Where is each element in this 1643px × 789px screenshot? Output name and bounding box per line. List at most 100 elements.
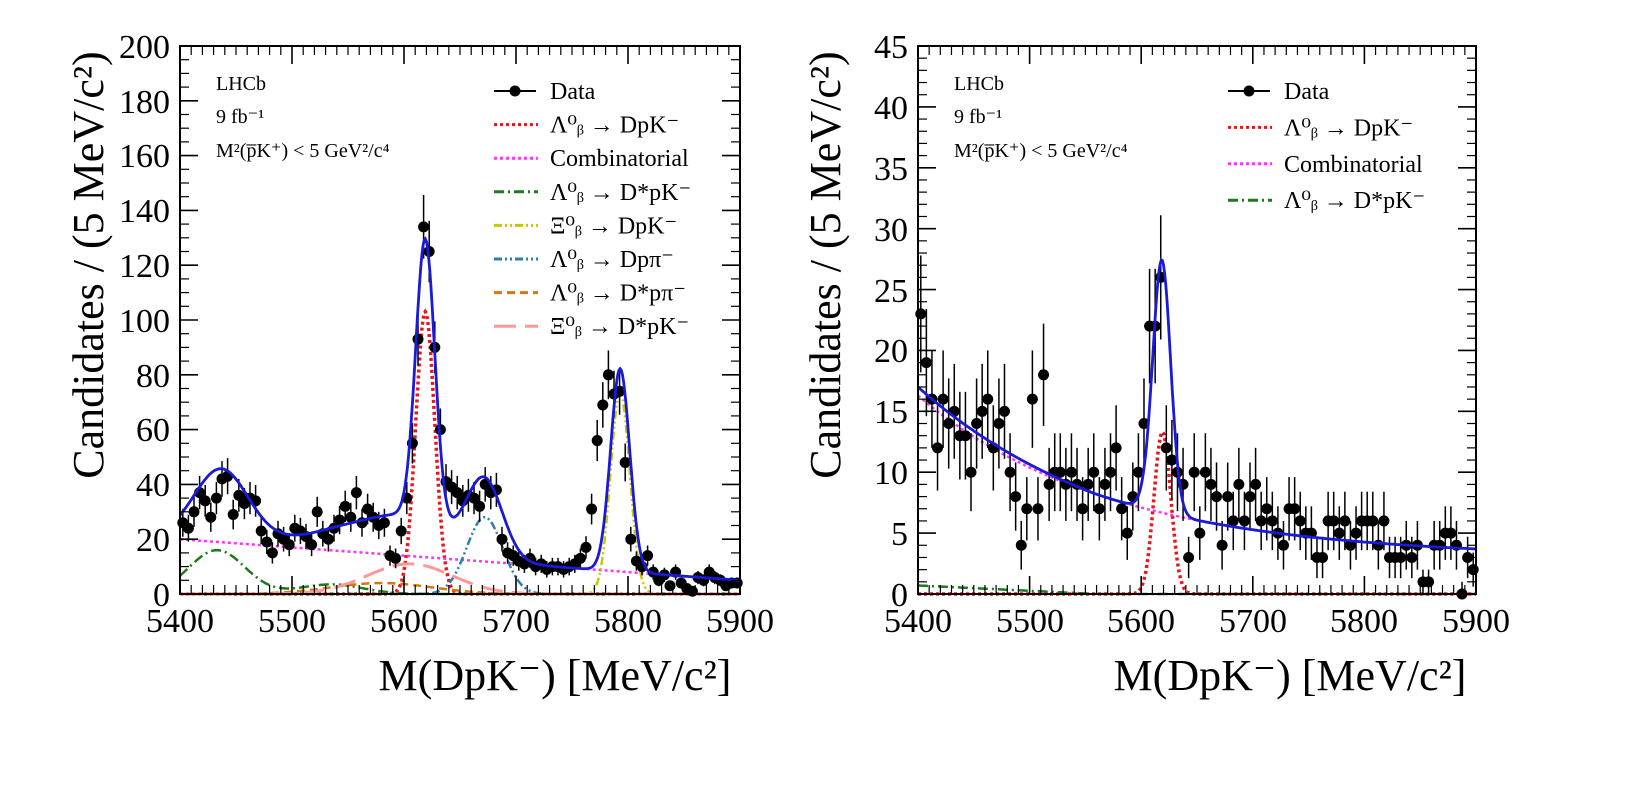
data-point-marker <box>1372 539 1384 551</box>
data-point-marker <box>686 585 698 597</box>
data-point <box>1138 378 1150 469</box>
data-point <box>446 470 458 505</box>
data-point <box>255 517 267 545</box>
data-point <box>586 493 598 525</box>
right-xtick-label: 5900 <box>1442 603 1510 640</box>
left-info-experiment: LHCb <box>216 73 266 95</box>
data-point-marker <box>625 533 637 545</box>
left-ytick-label: 140 <box>119 193 170 230</box>
data-point-marker <box>339 500 351 512</box>
data-point-marker <box>1082 478 1094 490</box>
legend-item: Combinatorial <box>494 146 689 172</box>
data-point-marker <box>943 418 955 430</box>
data-point <box>580 536 592 559</box>
left-ytick-label: 120 <box>119 248 170 285</box>
data-point-marker <box>474 500 486 512</box>
data-point <box>1065 433 1077 512</box>
left-info-luminosity: 9 fb⁻¹ <box>216 106 264 128</box>
left-ytick-label: 60 <box>136 412 170 449</box>
data-point <box>1378 491 1390 551</box>
data-point <box>1038 323 1050 426</box>
right-y-axis-title: Candidates / (5 MeV/c²) <box>801 51 850 478</box>
data-point-marker <box>1077 503 1089 515</box>
data-point <box>395 517 407 545</box>
legend-item: Λ⁰ᵦ → D*pK⁻ <box>1228 188 1425 214</box>
data-point-marker <box>1116 503 1128 515</box>
data-point-marker <box>233 489 245 501</box>
data-point-marker <box>932 442 944 454</box>
legend-item: Ξ⁰ᵦ → D*pK⁻ <box>494 314 689 340</box>
data-point <box>574 548 586 569</box>
data-point <box>937 350 949 448</box>
data-point-marker <box>1233 478 1245 490</box>
data-point <box>266 542 278 564</box>
data-point <box>664 580 676 592</box>
legend-item: Data <box>494 79 596 105</box>
data-point <box>1099 447 1111 521</box>
data-point <box>1372 520 1384 570</box>
data-point-marker <box>255 525 267 537</box>
data-point <box>1194 506 1206 560</box>
right-xtick-label: 5800 <box>1330 603 1398 640</box>
data-point-marker <box>1261 503 1273 515</box>
legend-label: Λ⁰ᵦ → D*pK⁻ <box>550 180 691 206</box>
data-point-marker <box>976 405 988 417</box>
data-point <box>971 378 983 469</box>
data-point-marker <box>418 221 430 233</box>
data-point-marker <box>1328 515 1340 527</box>
data-point <box>199 484 211 517</box>
data-point-marker <box>580 541 592 553</box>
data-point-marker <box>937 393 949 405</box>
data-point-marker <box>998 405 1010 417</box>
data-point-marker <box>1099 478 1111 490</box>
data-point-marker <box>982 393 994 405</box>
data-point <box>1088 433 1100 512</box>
legend-label: Λ⁰ᵦ → DpK⁻ <box>1284 115 1413 141</box>
legend-item: Λ⁰ᵦ → DpK⁻ <box>1228 115 1413 141</box>
data-point <box>998 363 1010 459</box>
legend-item: Combinatorial <box>1228 152 1423 178</box>
legend-swatch-marker <box>1243 85 1255 97</box>
data-point <box>1344 520 1356 570</box>
data-point-marker <box>496 533 508 545</box>
data-point <box>496 526 508 552</box>
data-point <box>1211 462 1223 531</box>
data-point-marker <box>1434 539 1446 551</box>
data-point-marker <box>1344 539 1356 551</box>
left-info-selection: M²(p̅K⁺) < 5 GeV²/c⁴ <box>216 140 390 162</box>
legend-label: Λ⁰ᵦ → DpK⁻ <box>550 113 679 139</box>
data-point-marker <box>1054 466 1066 478</box>
total-fit-curve <box>917 258 1476 551</box>
left-ytick-label: 80 <box>136 358 170 395</box>
data-point-marker <box>1010 491 1022 503</box>
right-plot-content <box>915 215 1479 600</box>
data-point-marker <box>971 418 983 430</box>
data-point <box>959 391 971 480</box>
data-point-marker <box>1183 551 1195 563</box>
data-point <box>283 533 295 557</box>
data-point <box>1255 491 1267 551</box>
data-point <box>227 499 239 530</box>
left-ytick-label: 100 <box>119 303 170 340</box>
right-ytick-label: 25 <box>874 273 908 310</box>
data-point-marker <box>390 552 402 564</box>
data-point <box>932 405 944 491</box>
data-point-marker <box>1294 515 1306 527</box>
data-point <box>1021 477 1033 541</box>
data-point-marker <box>182 522 194 534</box>
data-point <box>322 526 334 552</box>
data-point-marker <box>227 509 239 521</box>
data-point-marker <box>965 466 977 478</box>
data-point-marker <box>1350 527 1362 539</box>
data-point <box>1333 506 1345 560</box>
left-ytick-label: 180 <box>119 84 170 121</box>
data-point-marker <box>199 495 211 507</box>
fit-component-combinatorial <box>179 537 741 582</box>
data-point <box>642 545 654 566</box>
data-point <box>1317 536 1329 579</box>
data-point <box>686 585 698 597</box>
data-point <box>188 496 200 527</box>
data-point-marker <box>1339 515 1351 527</box>
data-point-marker <box>1038 369 1050 381</box>
data-point <box>350 475 362 510</box>
